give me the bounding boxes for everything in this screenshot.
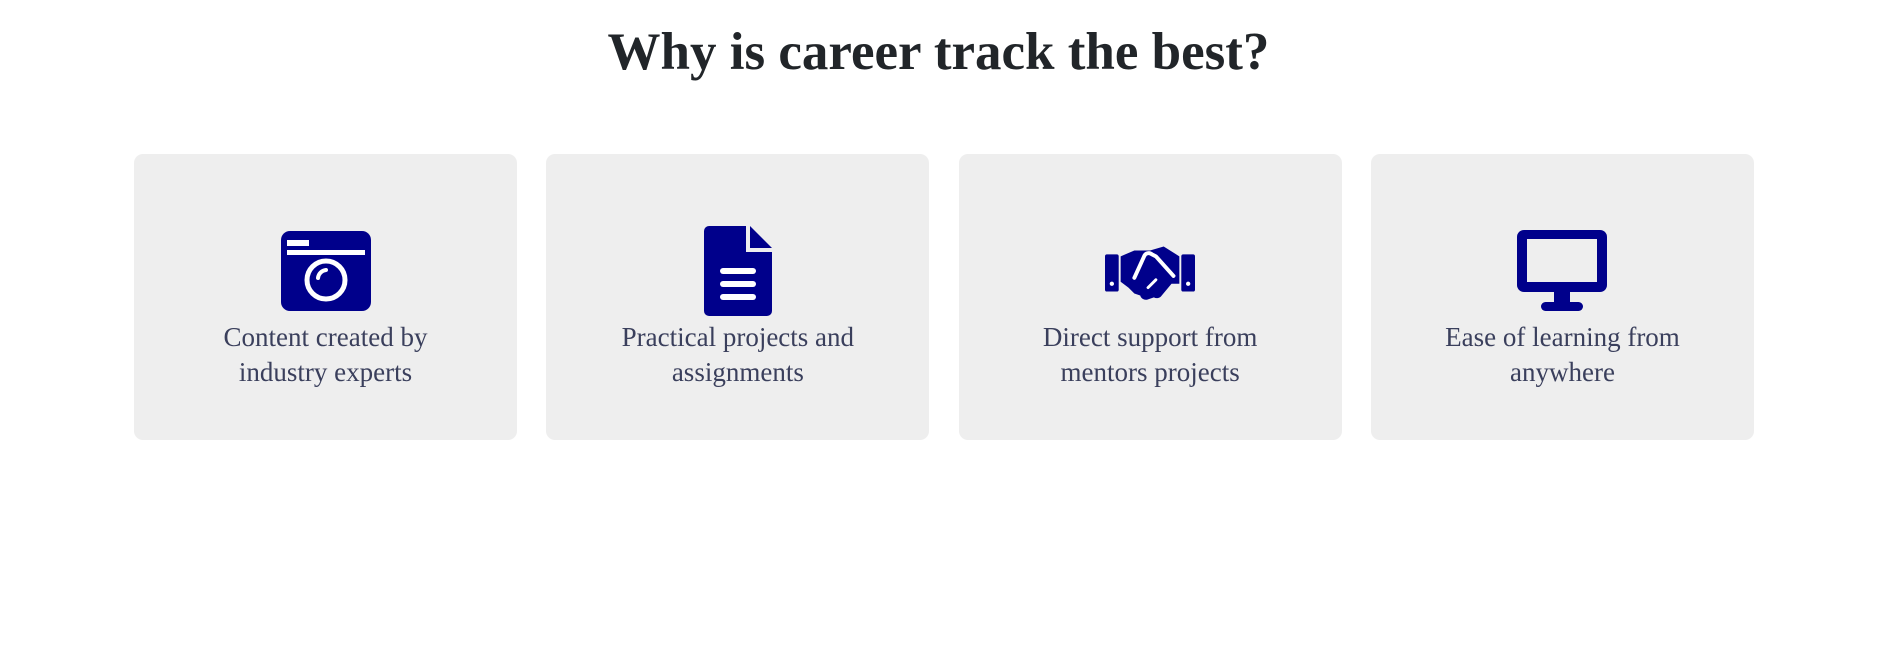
feature-card-practical-projects: Practical projects and assignments <box>546 154 930 440</box>
feature-card-expert-content: Content created by industry experts <box>134 154 517 440</box>
camera-icon <box>280 226 371 316</box>
feature-label: Direct support from mentors projects <box>1042 322 1258 387</box>
feature-card-learn-anywhere: Ease of learning from anywhere <box>1370 154 1754 440</box>
desktop-icon <box>1517 226 1608 316</box>
feature-label: Content created by industry experts <box>223 322 428 387</box>
handshake-icon <box>1105 226 1196 316</box>
feature-label: Practical projects and assignments <box>621 322 855 387</box>
feature-card-mentor-support: Direct support from mentors projects <box>958 154 1342 440</box>
features-grid: Content created by industry experts Prac… <box>134 154 1754 440</box>
page-title: Why is career track the best? <box>607 23 1270 81</box>
document-icon <box>693 226 783 316</box>
feature-label: Ease of learning from anywhere <box>1445 322 1680 387</box>
